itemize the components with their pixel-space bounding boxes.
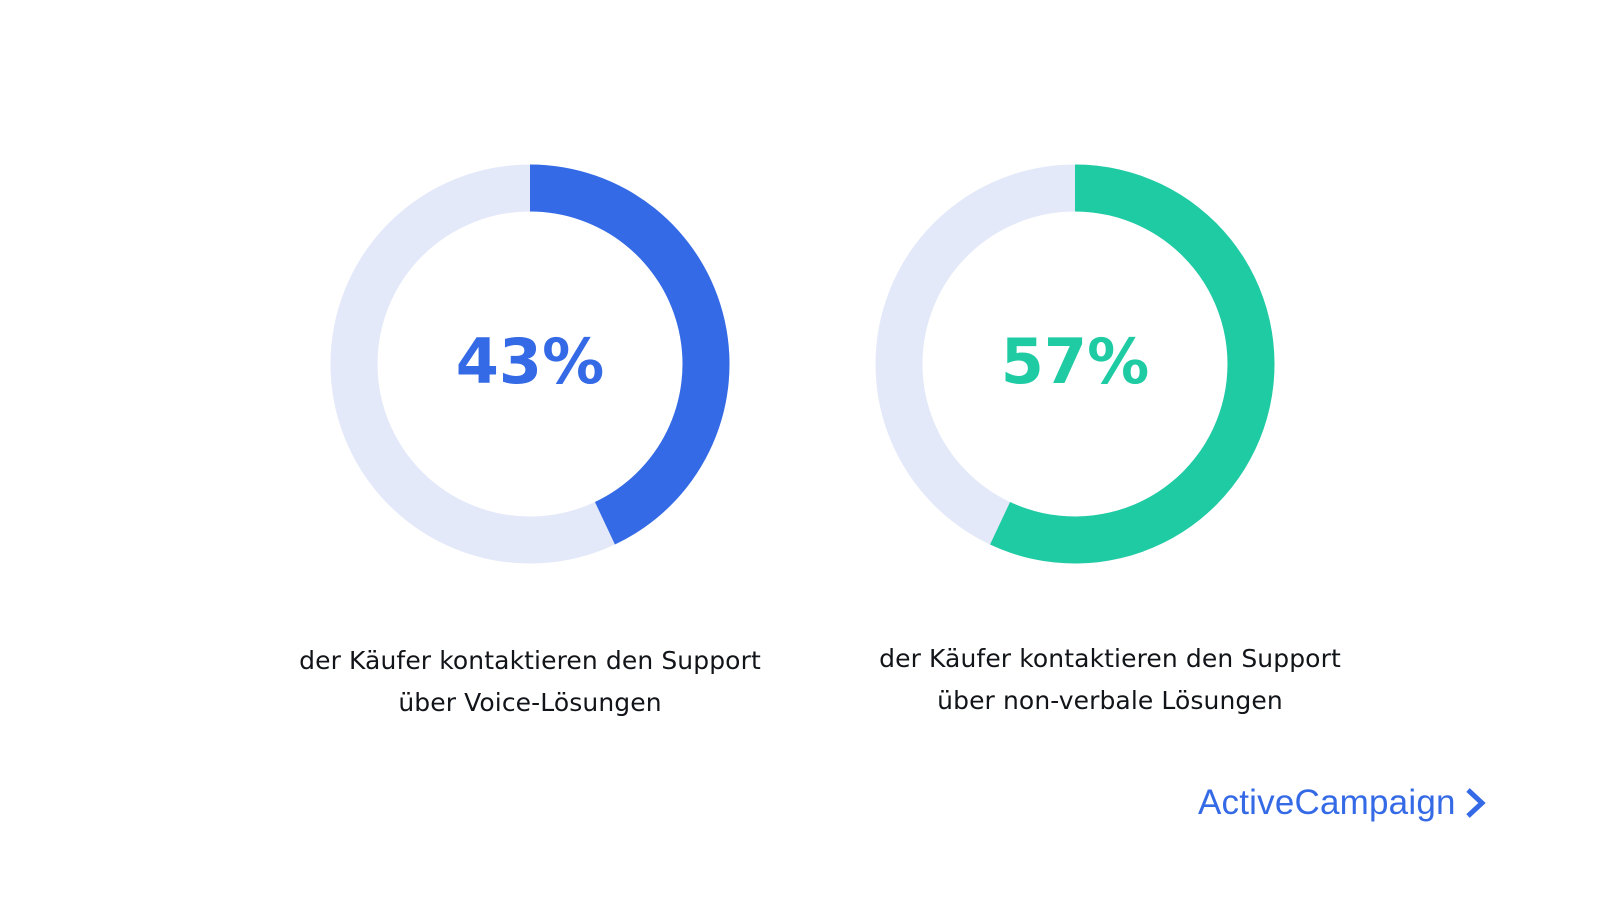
brand-name: ActiveCampaign	[1198, 783, 1456, 822]
caption-non-verbal-line-2: über non-verbale Lösungen	[937, 686, 1283, 715]
caption-non-verbal: der Käufer kontaktieren den Support über…	[830, 638, 1390, 722]
percent-label-voice: 43%	[456, 325, 604, 398]
brand-logo: ActiveCampaign	[1198, 783, 1486, 823]
donut-slice-voice	[530, 164, 730, 545]
caption-non-verbal-line-1: der Käufer kontaktieren den Support	[879, 644, 1341, 673]
chevron-right-icon	[1465, 788, 1486, 818]
caption-voice-line-1: der Käufer kontaktieren den Support	[299, 646, 761, 675]
caption-voice: der Käufer kontaktieren den Support über…	[250, 640, 810, 724]
donut-slice-non-verbal	[990, 164, 1275, 564]
percent-label-non-verbal: 57%	[1001, 325, 1149, 398]
caption-voice-line-2: über Voice-Lösungen	[398, 688, 662, 717]
